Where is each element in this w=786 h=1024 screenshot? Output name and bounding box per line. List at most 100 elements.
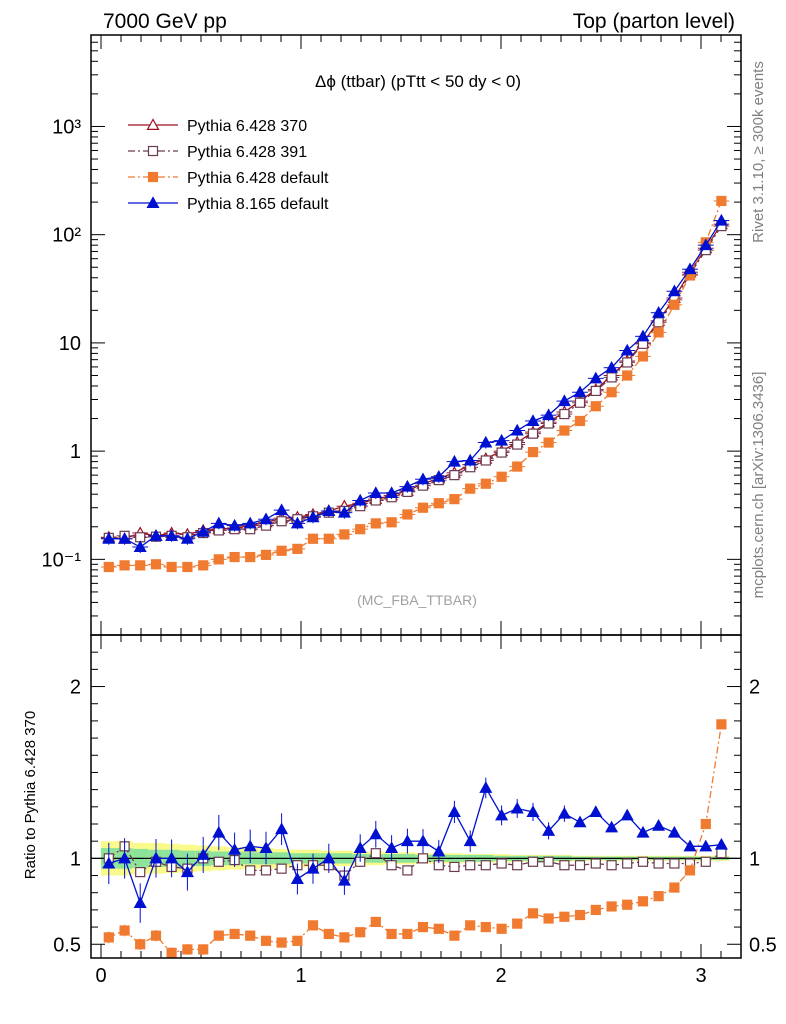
data-point [102,532,116,544]
data-point [653,327,664,338]
ratio-data-point [559,911,570,922]
data-point [512,439,523,450]
data-point [683,262,697,275]
ratio-data-point [573,815,587,828]
data-point [180,532,194,544]
data-point [557,394,571,407]
data-point [417,502,429,513]
data-point [589,371,603,384]
data-point [386,517,397,528]
ratio-data-point [385,841,399,854]
y-tick-label: 10² [52,225,81,247]
ratio-data-point [590,858,601,869]
data-point [606,372,617,383]
data-point [559,408,570,420]
ratio-panel-frame [90,634,742,959]
data-point [118,532,132,544]
data-point [400,479,414,492]
ratio-plot-area: 0.5 0.5 1 1 2 2 0 1 2 3 [53,635,777,987]
ratio-data-point [700,856,711,867]
data-point [620,343,634,356]
ratio-data-point [196,848,210,860]
ratio-data-point [245,930,256,941]
series-line [108,200,723,568]
data-point [135,560,146,571]
main-panel: Δϕ (ttbar) (pTtt < 50 dy < 0) (MC_FBA_TT… [42,34,742,636]
data-point [385,486,399,499]
x-tick-label: 1 [295,965,306,987]
ratio-data-point [306,861,320,874]
data-point [228,518,242,531]
ratio-data-point [636,825,650,838]
data-point [402,509,413,520]
data-point [699,238,713,251]
legend-label: Pythia 6.428 391 [187,144,307,161]
ratio-data-point [496,858,507,869]
ratio-data-point [118,851,132,864]
data-point [259,512,273,525]
data-point [449,494,460,505]
data-point [133,540,147,553]
ratio-data-point [386,860,397,871]
data-point [590,401,601,412]
ratio-data-point [165,851,179,864]
y-tick-label: 10⁻¹ [42,549,82,571]
data-point [276,545,287,556]
data-point [260,549,272,560]
ratio-data-point [542,824,556,836]
legend-marker [147,171,159,183]
ratio-data-point [557,806,571,819]
ratio-data-point [622,858,633,869]
ratio-data-point [683,839,697,852]
data-point [353,493,367,506]
ratio-data-point [527,856,539,867]
ratio-data-point [449,930,460,941]
data-point [243,516,257,529]
y-tick-label: 10³ [52,116,81,138]
ratio-data-point [652,818,666,831]
ratio-data-point [684,865,696,876]
ratio-data-point [512,860,523,871]
ratio-data-point [716,848,727,859]
data-point [245,551,256,563]
ratio-data-point [370,848,381,859]
ratio-data-point [449,861,460,873]
ratio-data-point [103,932,114,943]
data-point [714,213,728,226]
ratio-data-point [510,801,524,814]
ratio-data-point [574,860,586,871]
data-point [449,470,460,481]
data-point [337,505,351,518]
data-point [182,561,193,573]
data-point [339,529,350,540]
ratio-data-point [323,928,334,940]
ratio-data-point [150,930,162,941]
data-point [416,472,430,485]
data-point [432,469,446,482]
data-point [590,385,601,397]
data-point [307,533,319,544]
legend-marker [146,118,160,130]
ratio-y-axis-label: Ratio to Pythia 6.428 370 [22,711,39,879]
data-point [512,461,523,472]
ratio-data-point [339,932,350,943]
ratio-data-point [447,805,461,817]
ratio-data-point [543,913,554,924]
ratio-series-line [108,724,723,954]
mcplots-label: mcplots.cern.ch [arXiv:1306.3436] [750,372,767,599]
ratio-data-point [559,860,570,871]
data-point [433,498,444,509]
ratio-data-point [243,839,257,852]
data-point [198,560,209,571]
ratio-data-point [495,808,509,821]
ratio-data-point [275,822,289,835]
ratio-data-point [370,916,381,928]
data-point [103,561,114,573]
x-tick-label: 2 [495,965,506,987]
data-point [447,454,461,467]
data-point [149,529,163,541]
legend-marker [147,145,159,157]
data-point [463,453,477,466]
data-point [306,510,320,523]
